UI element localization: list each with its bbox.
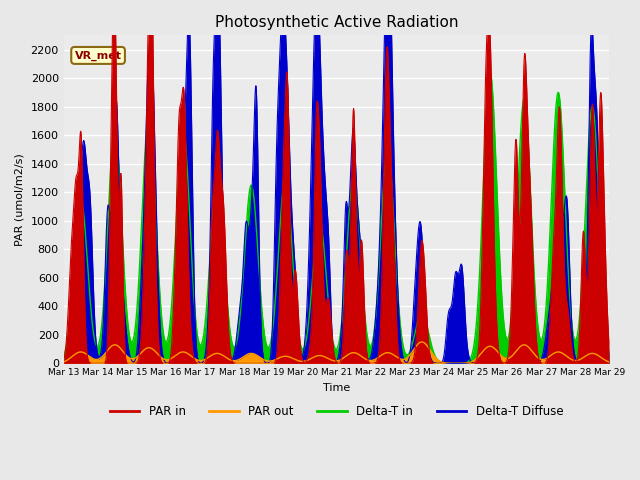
Y-axis label: PAR (umol/m2/s): PAR (umol/m2/s)	[15, 153, 25, 246]
Legend: PAR in, PAR out, Delta-T in, Delta-T Diffuse: PAR in, PAR out, Delta-T in, Delta-T Dif…	[105, 401, 568, 423]
X-axis label: Time: Time	[323, 383, 350, 393]
Title: Photosynthetic Active Radiation: Photosynthetic Active Radiation	[215, 15, 458, 30]
Text: VR_met: VR_met	[75, 50, 122, 60]
